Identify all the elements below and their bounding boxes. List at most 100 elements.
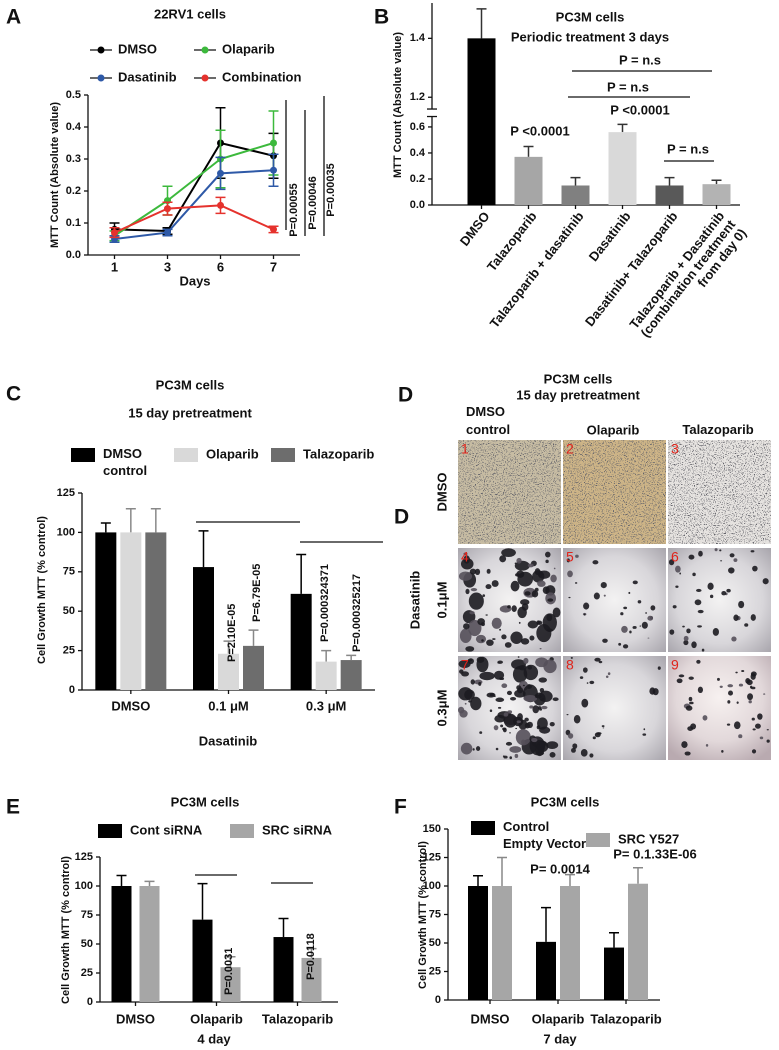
- bar: [145, 532, 167, 690]
- marker: [164, 205, 171, 213]
- legend-label: SRC Y527: [618, 831, 679, 846]
- cell-cluster: [755, 723, 761, 729]
- cell-cluster: [672, 605, 677, 609]
- y-tick-label: 0.2: [66, 185, 81, 197]
- cell-cluster: [571, 747, 576, 753]
- micrograph-texture: [458, 440, 561, 544]
- cell-cluster: [752, 565, 758, 572]
- cell-cluster: [567, 733, 574, 739]
- cell-cluster: [546, 741, 559, 750]
- cell-cluster: [507, 710, 513, 714]
- annotation: P <0.0001: [510, 123, 569, 138]
- cell-cluster: [512, 665, 528, 683]
- cell-cluster: [681, 741, 688, 749]
- x-tick-label: Talazoparib: [590, 1011, 661, 1026]
- error-bar: [225, 956, 236, 968]
- cell-cluster: [628, 591, 631, 595]
- cell-cluster: [524, 717, 529, 722]
- y-tick-label: 1.2: [410, 91, 425, 103]
- cell-cluster: [458, 659, 471, 668]
- cell-cluster: [676, 678, 683, 684]
- cell-cluster: [688, 696, 693, 702]
- cell-cluster: [741, 669, 745, 672]
- cell-cluster: [697, 609, 704, 614]
- cell-cluster: [735, 671, 738, 674]
- cell-cluster: [463, 552, 468, 556]
- cell-cluster: [573, 714, 581, 724]
- cell-cluster: [580, 748, 588, 757]
- micrograph: 2: [563, 440, 666, 544]
- cell-cluster: [524, 591, 531, 596]
- micrograph: 5: [563, 548, 666, 652]
- panel-subtitle: 15 day pretreatment: [516, 387, 640, 402]
- cell-cluster: [549, 752, 556, 758]
- error-bar: [541, 906, 551, 942]
- cell-cluster: [510, 580, 520, 592]
- bar: [702, 184, 731, 205]
- cell-cluster: [493, 695, 496, 698]
- legend-swatch: [201, 74, 209, 82]
- marker: [111, 229, 118, 237]
- cell-cluster: [594, 657, 601, 662]
- y-tick-label: 100: [75, 880, 93, 892]
- micrograph-panel: D D PC3M cells 15 day pretreatment Dasat…: [394, 371, 771, 760]
- x-tick-label: DMSO: [111, 698, 150, 713]
- cell-cluster: [505, 741, 513, 746]
- panel-letter: D: [398, 384, 413, 407]
- chart-panel: E PC3M cells 4 day Cell Growth MTT (% contr…: [6, 794, 338, 1046]
- cell-cluster: [475, 746, 481, 752]
- legend-label: Olaparib: [206, 446, 259, 461]
- error-bar: [268, 153, 279, 187]
- legend-swatch: [97, 46, 105, 54]
- y-tick-label: 125: [57, 487, 75, 499]
- cell-cluster: [514, 562, 517, 565]
- error-bar: [150, 508, 161, 533]
- x-tick-label: Olaparib: [532, 1011, 585, 1026]
- bar: [560, 886, 580, 1000]
- cell-number: 6: [671, 549, 679, 565]
- cell-cluster: [684, 751, 691, 756]
- y-tick-label: 0.0: [66, 249, 81, 261]
- cell-cluster: [514, 753, 519, 758]
- annotation: P = n.s: [619, 52, 661, 67]
- bar: [218, 653, 239, 690]
- cell-cluster: [499, 677, 505, 681]
- annotation: P = n.s: [667, 141, 709, 156]
- cell-cluster: [497, 662, 501, 664]
- cell-cluster: [532, 705, 540, 714]
- y-tick-label: 0.2: [410, 173, 425, 185]
- x-tick-label: 7: [270, 259, 277, 274]
- legend-swatch: [98, 824, 122, 838]
- cell-cluster: [543, 659, 557, 674]
- legend-swatch: [201, 46, 209, 54]
- micrograph-texture: [563, 440, 666, 544]
- panel-letter: E: [6, 796, 20, 819]
- y-tick-label: 0.5: [66, 89, 81, 101]
- cell-cluster: [707, 582, 714, 590]
- cell-cluster: [574, 582, 578, 584]
- chart-title: PC3M cells: [171, 794, 240, 809]
- cell-cluster: [469, 611, 475, 615]
- bar: [301, 957, 322, 1002]
- error-bar: [215, 196, 226, 215]
- cell-cluster: [479, 731, 483, 734]
- cell-cluster: [750, 550, 755, 553]
- cell-cluster: [492, 638, 496, 641]
- error-bar: [278, 917, 289, 938]
- cell-cluster: [497, 706, 502, 709]
- y-tick-label: 50: [81, 938, 93, 950]
- cell-cluster: [538, 690, 553, 703]
- chart-panel: F PC3M cells 7 day Cell Growth MTT (% contr…: [394, 794, 697, 1046]
- cell-cluster: [506, 690, 512, 696]
- error-bar: [476, 8, 487, 39]
- cell-cluster: [489, 709, 493, 713]
- cell-cluster: [679, 572, 682, 575]
- cell-cluster: [534, 694, 542, 699]
- cell-cluster: [469, 568, 477, 575]
- row-label: DMSO: [434, 473, 449, 512]
- x-tick-label: DMSO: [116, 1011, 155, 1026]
- cell-cluster: [540, 699, 544, 701]
- legend-label: Control Empty Vector: [503, 819, 586, 851]
- x-tick-label: 0.3 μM: [306, 698, 346, 713]
- cell-cluster: [463, 555, 470, 564]
